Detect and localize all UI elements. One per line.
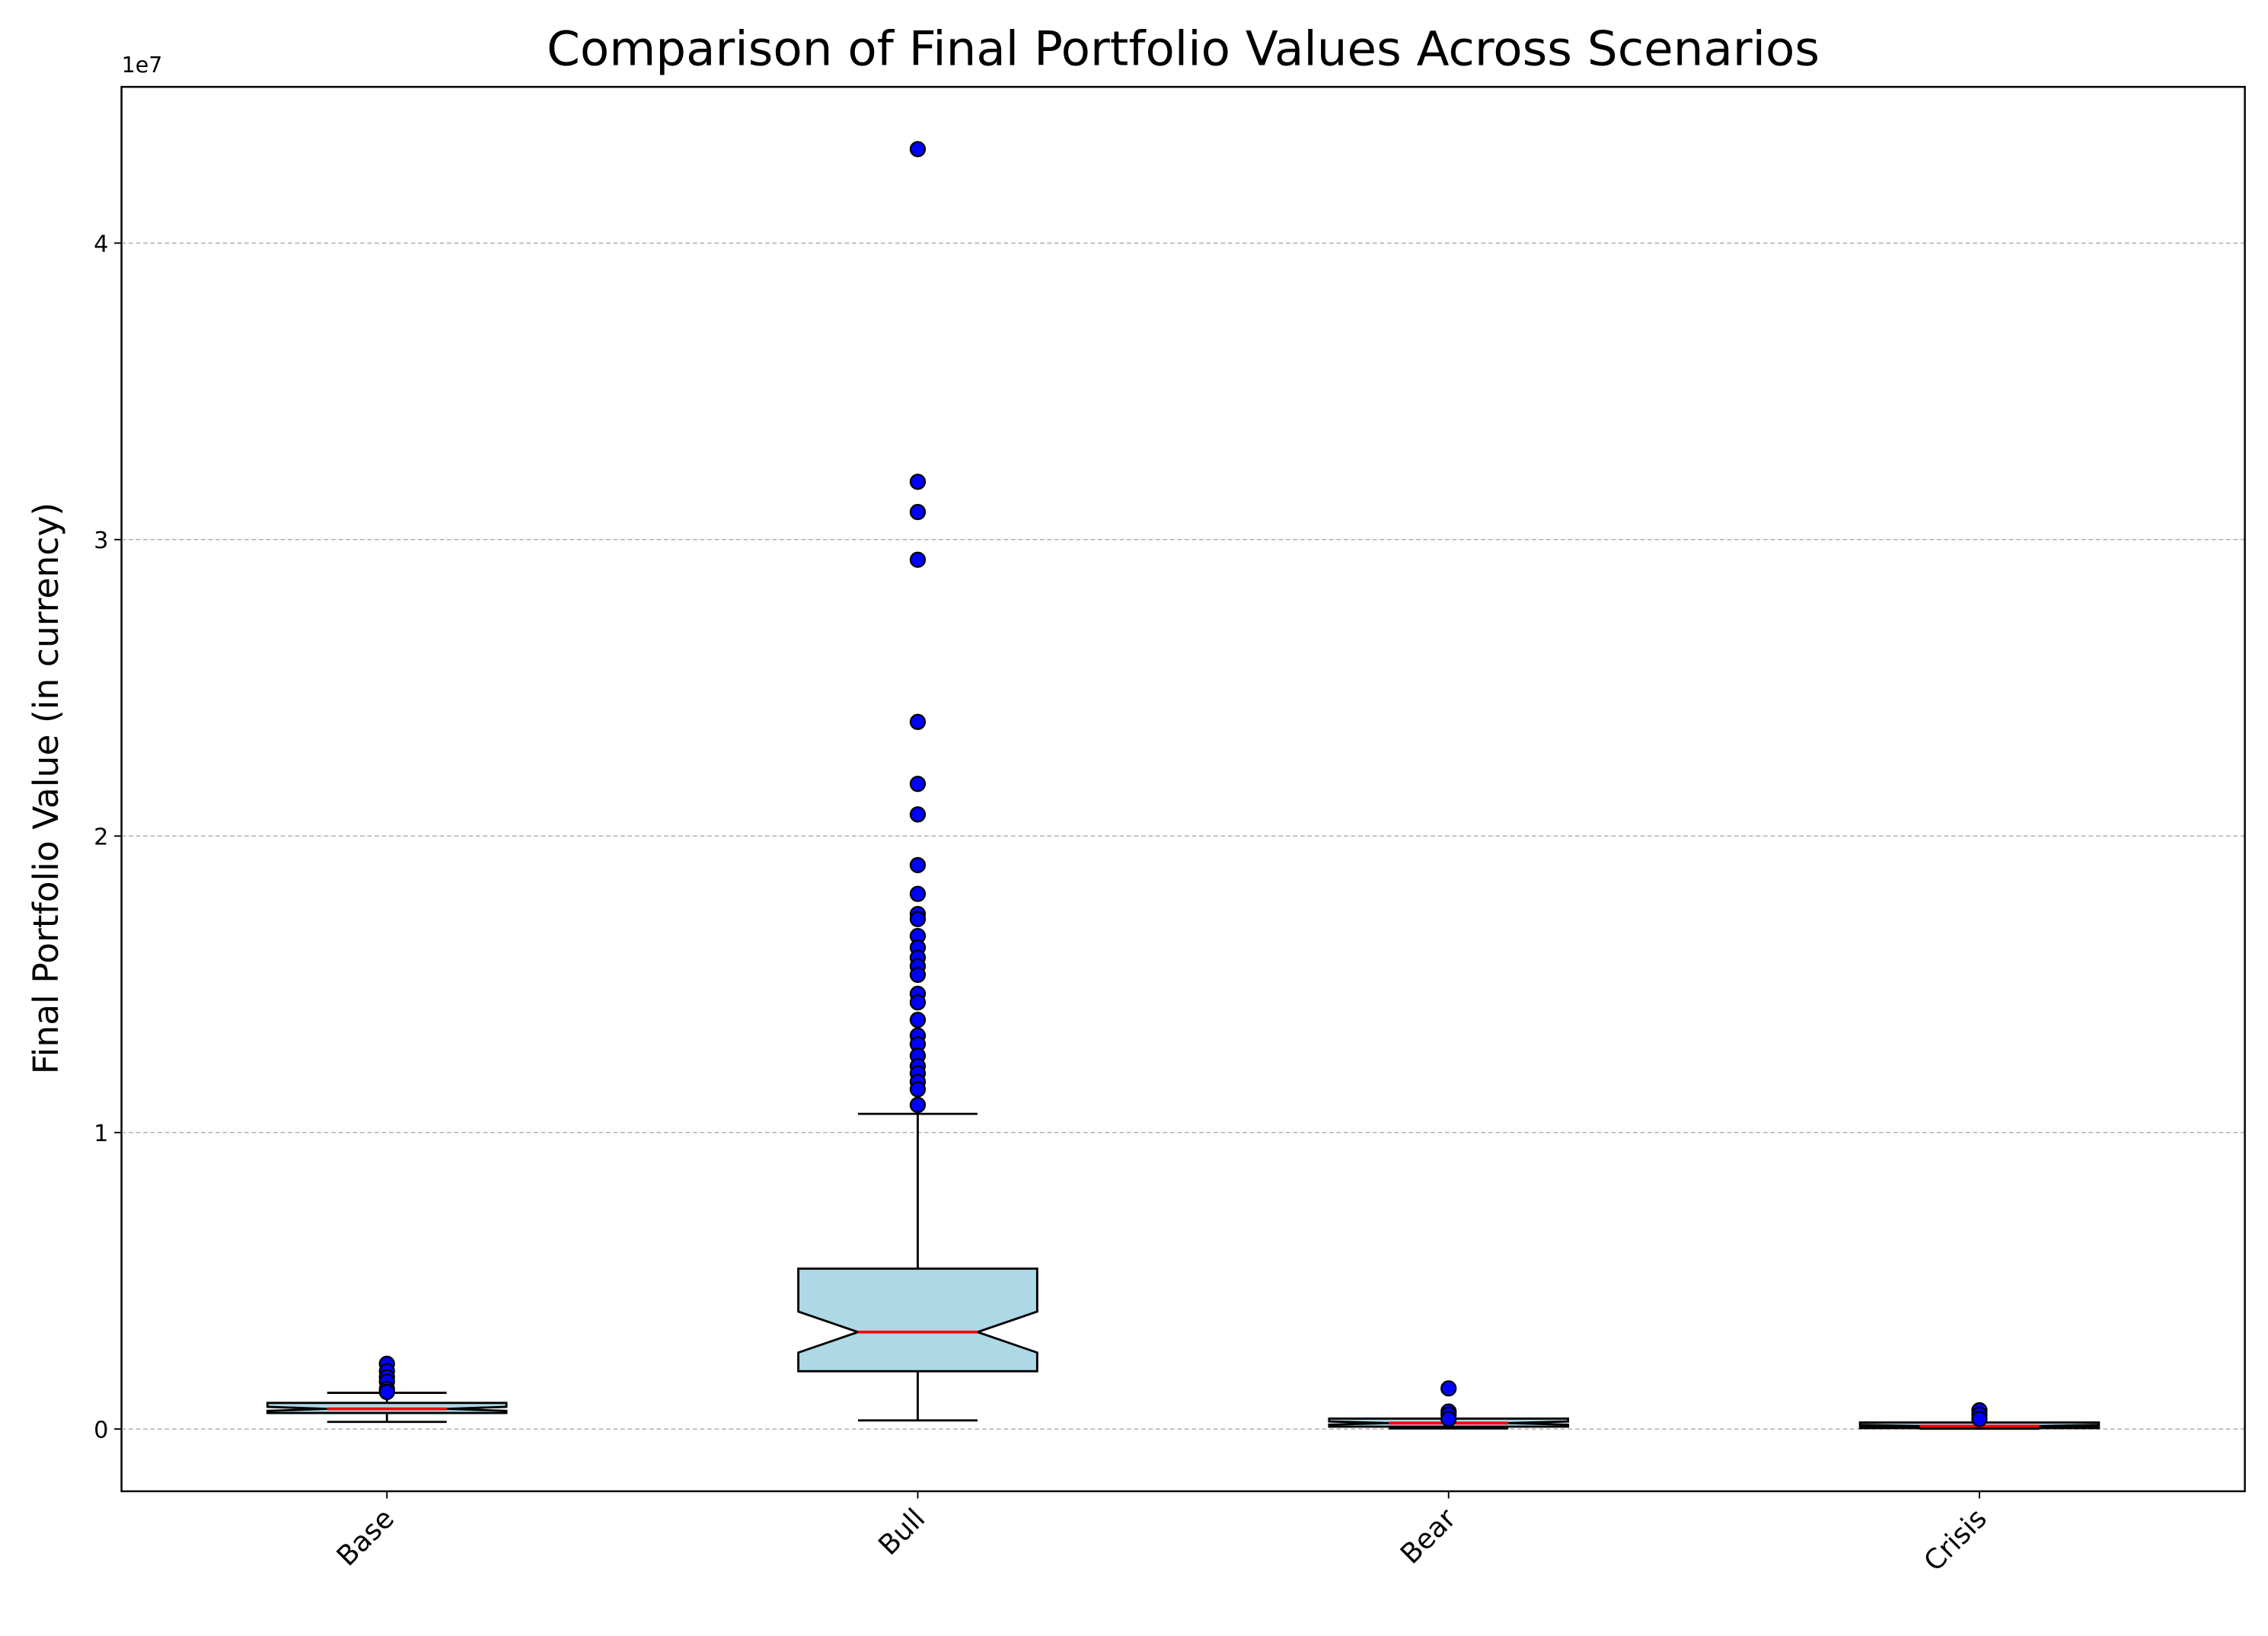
outlier: [909, 474, 927, 490]
outlier: [909, 141, 927, 158]
outlier: [1971, 1411, 1988, 1427]
y-tick-label: 4: [94, 231, 108, 258]
outlier: [909, 885, 927, 902]
chart-title: Comparison of Final Portfolio Values Acr…: [547, 21, 1820, 77]
y-axis-label: Final Portfolio Value (in currency): [26, 502, 66, 1074]
outlier: [909, 713, 927, 730]
box: [797, 1267, 1038, 1373]
outlier: [1440, 1380, 1457, 1397]
y-offset-label: 1e7: [122, 53, 163, 78]
x-tick-label: Bull: [872, 1503, 932, 1562]
outlier: [909, 1012, 927, 1028]
outlier: [909, 1081, 927, 1098]
outlier: [909, 1096, 927, 1114]
y-tick-label: 3: [94, 528, 108, 554]
outlier: [909, 994, 927, 1011]
y-tick-label: 1: [94, 1121, 108, 1147]
outlier: [909, 966, 927, 984]
outlier: [909, 551, 927, 568]
outlier: [909, 503, 927, 521]
y-tick-label: 0: [94, 1418, 108, 1444]
plot-frame: [120, 85, 2246, 1493]
outlier: [909, 776, 927, 792]
outlier: [909, 806, 927, 823]
outlier: [909, 856, 927, 874]
x-tick-label: Base: [330, 1503, 400, 1573]
outlier: [378, 1383, 395, 1401]
x-tick-label: Crisis: [1918, 1503, 1993, 1578]
x-tick-label: Bear: [1394, 1502, 1462, 1570]
outlier: [1440, 1411, 1457, 1427]
outlier: [909, 910, 927, 927]
y-tick-label: 2: [94, 824, 108, 851]
